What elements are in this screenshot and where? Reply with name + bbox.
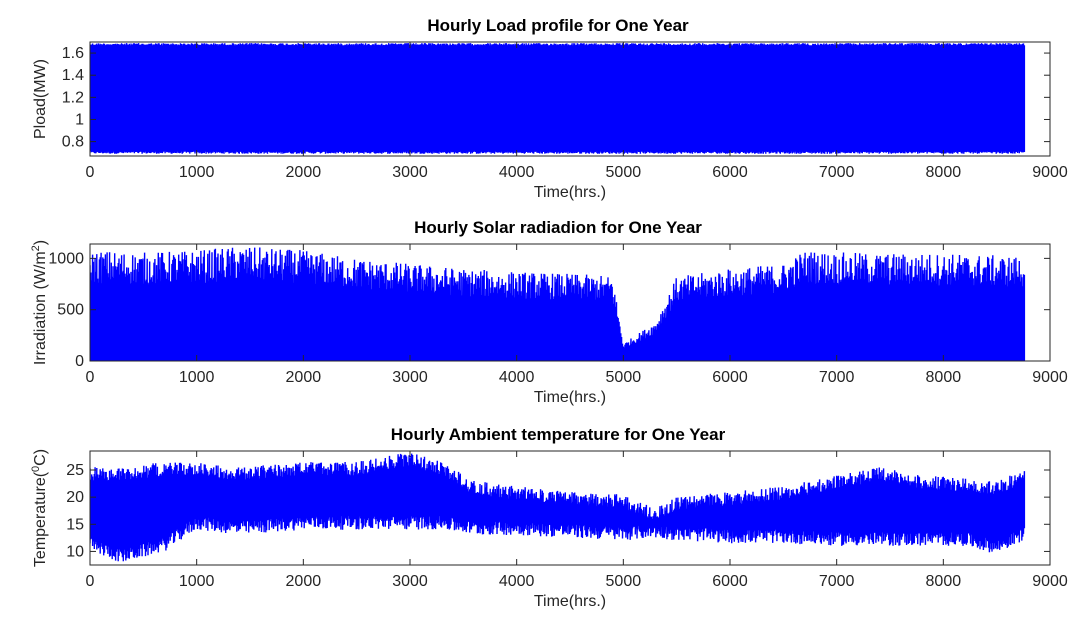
y-tick-label: 25 (66, 462, 84, 479)
x-tick-label: 7000 (819, 369, 855, 386)
x-tick-label: 6000 (712, 164, 748, 181)
x-tick-label: 3000 (392, 164, 428, 181)
y-axis-label-main: Pload(MW) (32, 59, 49, 139)
x-tick-label: 8000 (926, 164, 962, 181)
y-tick-label: 1.2 (62, 89, 84, 106)
x-tick-label: 6000 (712, 369, 748, 386)
y-axis-label-end: C) (32, 449, 49, 466)
x-tick-label: 1000 (179, 164, 215, 181)
x-axis-label: Time(hrs.) (534, 389, 606, 406)
y-axis-label-superscript: 2 (30, 245, 42, 251)
x-tick-label: 0 (86, 573, 95, 590)
x-tick-label: 8000 (926, 369, 962, 386)
x-tick-label: 4000 (499, 369, 535, 386)
x-tick-label: 4000 (499, 573, 535, 590)
x-tick-label: 4000 (499, 164, 535, 181)
y-axis-label: Temperature(0C) (30, 449, 49, 567)
x-tick-label: 5000 (606, 369, 642, 386)
y-axis-label-main: Irradiation (W/m (32, 251, 49, 365)
chart-panel-1: 0 1000 2000 3000 4000 5000 6000 7000 8000 9000 0.8… (32, 16, 1068, 201)
x-tick-label: 2000 (286, 573, 322, 590)
x-tick-label: 6000 (712, 573, 748, 590)
y-axis-label-end: ) (32, 240, 49, 245)
y-tick-label: 1.4 (62, 67, 84, 84)
chart-title: Hourly Load profile for One Year (427, 16, 689, 35)
y-tick-label: 500 (57, 302, 84, 319)
x-tick-label: 2000 (286, 369, 322, 386)
y-tick-label: 1.6 (62, 45, 84, 62)
x-tick-label: 7000 (819, 573, 855, 590)
series-line (90, 247, 1026, 361)
y-tick-label: 20 (66, 489, 84, 506)
axes-frame (89, 41, 1051, 157)
y-tick-label: 10 (66, 543, 84, 560)
series-line (90, 453, 1026, 562)
x-tick-label: 1000 (179, 573, 215, 590)
x-tick-label: 3000 (392, 369, 428, 386)
y-tick-label: 0 (75, 353, 84, 370)
x-tick-label: 1000 (179, 369, 215, 386)
x-tick-label: 5000 (606, 164, 642, 181)
y-axis-label: Pload(MW) (32, 59, 49, 139)
x-tick-label: 3000 (392, 573, 428, 590)
x-tick-label: 7000 (819, 164, 855, 181)
y-tick-label: 1000 (48, 250, 84, 267)
y-axis-label: Irradiation (W/m2) (30, 240, 49, 365)
series-line (90, 43, 1026, 154)
x-axis-label: Time(hrs.) (534, 184, 606, 201)
chart-panel-2: 0 1000 2000 3000 4000 5000 6000 7000 8000 9000 0 50… (30, 218, 1068, 406)
x-tick-label: 9000 (1032, 369, 1068, 386)
y-tick-label: 15 (66, 516, 84, 533)
chart-panel-3: 0 1000 2000 3000 4000 5000 6000 7000 8000 9000 10 1… (30, 425, 1068, 610)
axes-frame (89, 243, 1051, 362)
x-tick-label: 0 (86, 164, 95, 181)
x-tick-label: 5000 (606, 573, 642, 590)
chart-title: Hourly Solar radiadion for One Year (414, 218, 702, 237)
x-tick-label: 9000 (1032, 164, 1068, 181)
x-tick-label: 8000 (926, 573, 962, 590)
x-tick-label: 0 (86, 369, 95, 386)
chart-title: Hourly Ambient temperature for One Year (391, 425, 726, 444)
y-tick-label: 0.8 (62, 134, 84, 151)
axes-frame (89, 450, 1051, 566)
x-axis-label: Time(hrs.) (534, 593, 606, 610)
x-tick-label: 9000 (1032, 573, 1068, 590)
y-tick-label: 1 (75, 111, 84, 128)
y-axis-label-superscript: 0 (30, 466, 42, 472)
x-tick-label: 2000 (286, 164, 322, 181)
y-axis-label-main: Temperature( (32, 471, 49, 567)
